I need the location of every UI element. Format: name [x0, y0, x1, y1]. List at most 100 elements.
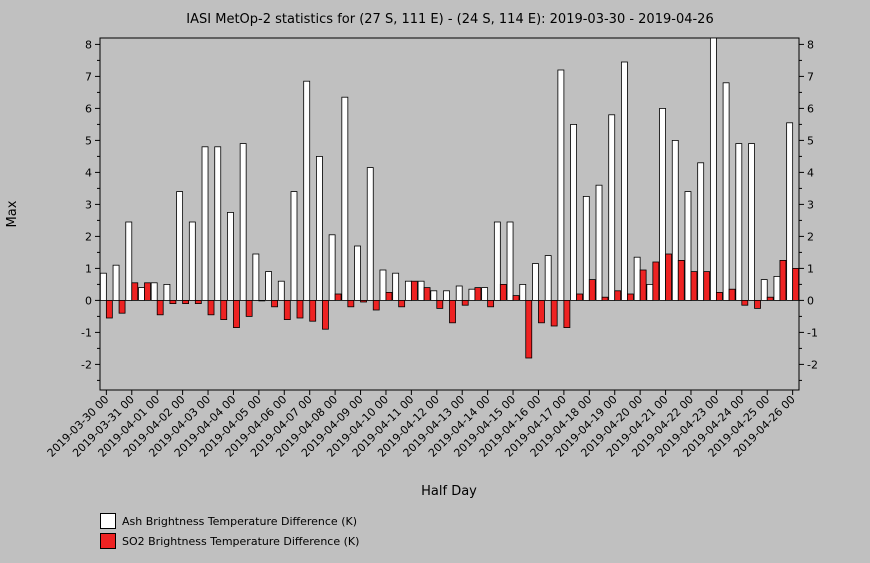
ash-bar-31: [493, 221, 501, 301]
ash-bar-48: [709, 37, 717, 301]
y-tick-label-right--2: -2: [807, 358, 818, 371]
y-tick-label-right-4: 4: [807, 166, 814, 179]
y-tick-label-right-0: 0: [807, 294, 814, 307]
ash-bar-2: [125, 221, 133, 301]
so2-bar-41: [627, 293, 634, 301]
so2-bar-25: [423, 287, 431, 301]
so2-bar-1: [118, 299, 126, 314]
so2-bar-3: [144, 282, 151, 301]
so2-bar-51: [754, 299, 761, 309]
ash-bar-22: [379, 269, 387, 301]
so2-bar-24: [410, 280, 418, 301]
ash-bar-45: [671, 139, 679, 301]
ash-bar-5: [163, 283, 171, 301]
y-tick-label-left--2: -2: [81, 358, 92, 371]
so2-bar-43: [652, 261, 660, 301]
y-tick-label-right-6: 6: [807, 102, 814, 115]
so2-bar-4: [156, 299, 164, 316]
y-tick-label-right-7: 7: [807, 70, 814, 83]
so2-bar-11: [245, 299, 253, 317]
ash-bar-51: [748, 143, 755, 301]
so2-bar-22: [385, 291, 393, 301]
so2-bar-29: [474, 287, 482, 301]
ash-bar-23: [392, 272, 400, 301]
ash-bar-15: [290, 191, 298, 301]
ash-bar-0: [99, 272, 107, 301]
so2-bar-42: [639, 269, 647, 301]
so2-bar-40: [614, 290, 622, 301]
y-tick-label-right--1: -1: [807, 326, 818, 339]
ash-bar-1: [112, 264, 120, 301]
ash-bar-37: [570, 124, 577, 301]
ash-bar-36: [557, 69, 565, 301]
so2-bar-49: [728, 288, 736, 301]
legend-item-so2: SO2 Brightness Temperature Difference (K…: [100, 533, 359, 549]
legend-label-ash: Ash Brightness Temperature Difference (K…: [122, 514, 357, 528]
so2-bar-6: [182, 299, 190, 304]
so2-bar-52: [766, 296, 774, 301]
so2-bar-13: [271, 299, 278, 308]
y-tick-label-right-5: 5: [807, 134, 814, 147]
ash-bar-54: [786, 122, 794, 301]
ash-bar-17: [316, 155, 323, 301]
so2-bar-21: [372, 299, 380, 311]
ash-bar-28: [455, 285, 463, 301]
ash-bar-41: [621, 61, 628, 301]
so2-bar-44: [665, 253, 672, 301]
ash-bar-46: [684, 191, 692, 301]
ash-bar-16: [303, 80, 311, 301]
legend-swatch-ash: [100, 513, 116, 529]
x-axis-label: Half Day: [421, 484, 477, 499]
so2-bar-19: [347, 299, 355, 308]
so2-bar-34: [538, 299, 545, 324]
ash-bar-29: [468, 288, 476, 301]
ash-bar-9: [214, 146, 222, 301]
ash-bar-53: [773, 275, 781, 301]
so2-bar-0: [105, 299, 113, 319]
so2-bar-33: [525, 299, 533, 359]
y-tick-label-left--1: -1: [81, 326, 92, 339]
y-tick-label-left-0: 0: [85, 294, 92, 307]
ash-bar-3: [138, 287, 145, 301]
ash-bar-44: [659, 108, 666, 301]
so2-bar-26: [436, 299, 444, 309]
ash-bar-42: [633, 256, 641, 301]
so2-bar-7: [194, 299, 202, 304]
ash-bar-32: [506, 221, 514, 301]
ash-bar-39: [595, 184, 603, 301]
ash-bar-8: [201, 146, 209, 301]
so2-bar-20: [360, 299, 367, 303]
so2-bar-23: [398, 299, 406, 308]
so2-bar-37: [576, 293, 583, 301]
so2-bar-28: [461, 299, 469, 306]
y-tick-label-left-6: 6: [85, 102, 92, 115]
y-tick-label-left-5: 5: [85, 134, 92, 147]
so2-bar-48: [715, 291, 723, 301]
ash-bar-38: [582, 195, 590, 301]
so2-bar-32: [512, 295, 520, 301]
y-tick-label-left-3: 3: [85, 198, 92, 211]
ash-bar-12: [252, 253, 260, 301]
ash-bar-13: [265, 271, 272, 301]
so2-bar-5: [169, 299, 177, 304]
ash-bar-27: [443, 290, 450, 301]
legend-item-ash: Ash Brightness Temperature Difference (K…: [100, 513, 357, 529]
so2-bar-15: [296, 299, 304, 319]
so2-bar-18: [334, 293, 342, 301]
so2-bar-53: [779, 259, 787, 301]
chart-title: IASI MetOp-2 statistics for (27 S, 111 E…: [186, 12, 713, 27]
y-tick-label-right-1: 1: [807, 262, 814, 275]
ash-bar-14: [277, 280, 285, 301]
ash-bar-6: [176, 191, 184, 301]
ash-bar-52: [760, 279, 768, 301]
so2-bar-27: [449, 299, 456, 324]
so2-bar-9: [220, 299, 228, 320]
ash-bar-34: [532, 263, 539, 301]
ash-bar-4: [150, 282, 158, 301]
ash-bar-40: [608, 114, 616, 301]
plot-frame: [99, 37, 800, 391]
ash-bar-50: [735, 143, 743, 301]
so2-bar-17: [322, 299, 329, 330]
ash-bar-47: [697, 162, 705, 301]
